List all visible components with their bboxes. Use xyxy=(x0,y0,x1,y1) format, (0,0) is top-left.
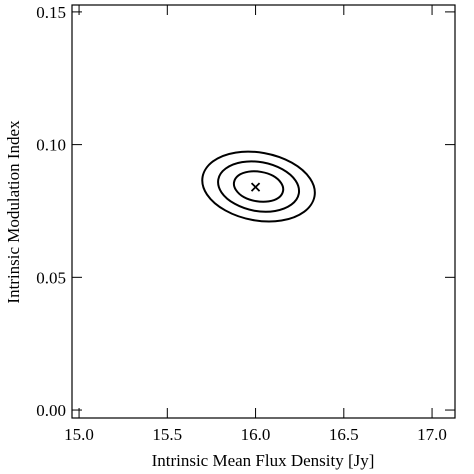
y-tick-label: 0.00 xyxy=(36,401,66,420)
x-tick-label: 15.5 xyxy=(152,425,182,444)
x-tick-label: 16.5 xyxy=(329,425,359,444)
y-tick-label: 0.10 xyxy=(36,136,66,155)
contour-line xyxy=(201,150,316,223)
x-tick-label: 15.0 xyxy=(64,425,94,444)
x-tick-label: 17.0 xyxy=(417,425,447,444)
plot-frame xyxy=(71,4,456,419)
y-axis-label: Intrinsic Modulation Index xyxy=(4,120,23,304)
x-tick-label: 16.0 xyxy=(241,425,271,444)
contour-line xyxy=(232,170,285,203)
y-tick-label: 0.05 xyxy=(36,268,66,287)
x-axis-label: Intrinsic Mean Flux Density [Jy] xyxy=(152,451,375,470)
y-tick-label: 0.15 xyxy=(36,3,66,22)
contour-line xyxy=(217,160,300,213)
best-fit-marker xyxy=(250,182,261,192)
